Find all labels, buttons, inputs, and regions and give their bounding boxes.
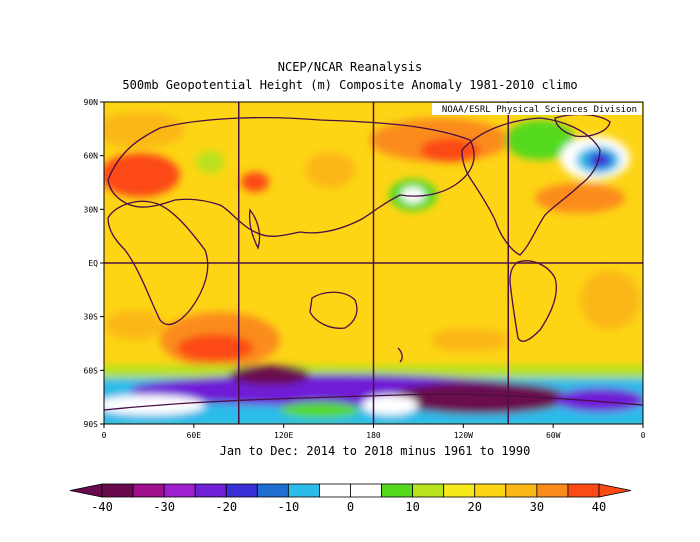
colorbar <box>69 483 632 498</box>
anomaly-patch <box>104 395 205 415</box>
longitude-label: 0 <box>102 431 107 440</box>
anomaly-patch <box>580 270 640 330</box>
colorbar-swatch <box>443 483 476 498</box>
latitude-label: 60N <box>84 152 99 161</box>
anomaly-patch <box>505 120 575 160</box>
latitude-label: 90S <box>84 420 99 429</box>
longitude-label: 60E <box>187 431 202 440</box>
colorbar-swatch <box>194 483 227 498</box>
colorbar-labels: -40 -30 -20 -10 0 10 20 30 40 <box>91 500 606 514</box>
colorbar-swatch <box>474 483 507 498</box>
anomaly-patch <box>390 382 570 414</box>
latitude-label: 60S <box>84 366 99 375</box>
chart-title: NCEP/NCAR Reanalysis <box>277 60 423 74</box>
coastline-north-america <box>461 117 601 256</box>
longitude-label: 180 <box>366 431 381 440</box>
anomaly-patch <box>230 365 310 385</box>
colorbar-label: -10 <box>278 500 300 514</box>
anomaly-patch <box>588 152 612 168</box>
anomaly-patch <box>241 172 269 192</box>
colorbar-swatch <box>256 483 289 498</box>
colorbar-swatch <box>350 483 382 498</box>
colorbar-swatch <box>101 483 134 498</box>
colorbar-swatch <box>225 483 258 498</box>
coastline-india <box>248 208 261 250</box>
coastlines <box>104 113 643 411</box>
anomaly-patch <box>305 152 355 188</box>
colorbar-swatch <box>536 483 569 498</box>
colorbar-label: -30 <box>153 500 175 514</box>
colorbar-label: 30 <box>530 500 544 514</box>
coastline-new-zealand <box>397 347 403 363</box>
anomaly-patch <box>401 187 425 203</box>
latitude-labels: 90N 60N 30N EQ 30S 60S 90S <box>84 98 104 429</box>
colorbar-swatch <box>381 483 414 498</box>
longitude-label: 60W <box>546 431 561 440</box>
latitude-label: 30S <box>84 313 99 322</box>
colorbar-label: 20 <box>468 500 482 514</box>
time-period-label: Jan to Dec: 2014 to 2018 minus 1961 to 1… <box>219 444 531 458</box>
colorbar-arrow-high <box>598 483 632 498</box>
colorbar-swatch <box>287 483 320 498</box>
colorbar-label: -20 <box>215 500 237 514</box>
colorbar-label: -40 <box>91 500 113 514</box>
anomaly-patch <box>430 328 510 352</box>
anomaly-patch <box>535 183 625 213</box>
colorbar-label: 10 <box>405 500 419 514</box>
longitude-labels: 0 60E 120E 180 120W 60W 0 <box>102 424 646 440</box>
coastline-australia <box>309 291 358 329</box>
colorbar-swatch <box>163 483 196 498</box>
latitude-label: EQ <box>88 259 98 268</box>
anomaly-patch <box>280 402 360 418</box>
colorbar-swatch <box>505 483 538 498</box>
anomaly-patch <box>420 138 480 162</box>
colorbar-swatch <box>567 483 600 498</box>
anomaly-patch <box>105 310 165 340</box>
longitude-label: 120E <box>274 431 293 440</box>
coastline-eurasia <box>107 116 475 237</box>
anomaly-field <box>104 102 643 424</box>
colorbar-label: 40 <box>592 500 606 514</box>
colorbar-swatch <box>319 483 351 498</box>
credit-box <box>432 103 642 115</box>
colorbar-arrow-low <box>69 483 103 498</box>
longitude-label: 120W <box>454 431 473 440</box>
latitude-label: 90N <box>84 98 99 107</box>
chart-subtitle: 500mb Geopotential Height (m) Composite … <box>122 78 578 92</box>
anomaly-patch <box>196 151 224 173</box>
credit-label: NOAA/ESRL Physical Sciences Division <box>442 105 637 115</box>
anomaly-patch <box>362 395 418 415</box>
longitude-label: 0 <box>641 431 646 440</box>
anomaly-patch <box>177 334 253 362</box>
anomaly-patch <box>104 153 180 197</box>
map-grid <box>104 102 643 424</box>
colorbar-label: 0 <box>347 500 354 514</box>
anomaly-patch <box>555 388 643 412</box>
colorbar-swatch <box>132 483 165 498</box>
anomaly-patch <box>104 112 185 148</box>
coastline-south-america <box>509 260 557 342</box>
coastline-antarctica <box>104 393 643 411</box>
colorbar-swatch <box>412 483 445 498</box>
latitude-label: 30N <box>84 205 99 214</box>
